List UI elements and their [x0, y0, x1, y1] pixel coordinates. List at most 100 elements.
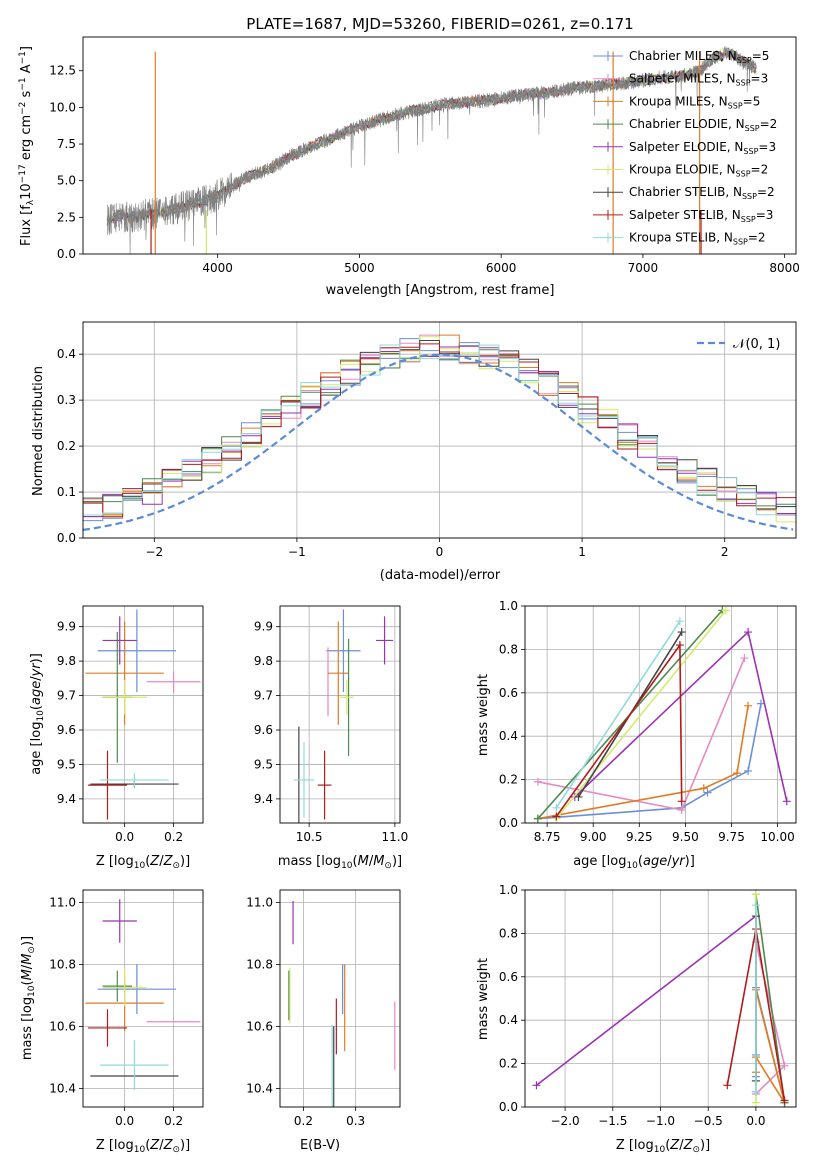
spectrum-legend-label-8: Kroupa STELIB, NSSP=2: [629, 231, 766, 247]
age_vs_Z-xtick-label-0: 0.0: [115, 830, 134, 844]
age_vs_mass-ytick-label-3: 9.7: [254, 689, 273, 703]
weight_vs_Z-xtick-label-2: −1.0: [646, 1114, 675, 1128]
weight_vs_age-series-7-marker-2: [677, 797, 686, 806]
spectrum-legend-label-6: Chabrier STELIB, NSSP=2: [629, 185, 775, 201]
weight_vs_Z-ytick-label-0: 0.0: [499, 1100, 518, 1114]
weight_vs_age-series-2-marker-1: [699, 784, 708, 793]
weight_vs_age-series-5-marker-1: [721, 606, 730, 615]
residuals-y-axis-label: Normed distribution: [31, 366, 46, 496]
age_vs_Z-ytick-label-0: 9.4: [57, 792, 76, 806]
age_vs_Z-ticks: 0.0 0.2 9.4 9.5 9.6 9.7 9.8 9.9: [57, 620, 183, 844]
age_vs_mass-ytick-label-4: 9.8: [254, 654, 273, 668]
mass_vs_Z-frame: [82, 889, 204, 1108]
mass_vs_Z-xtick-label-1: 0.2: [164, 1114, 183, 1128]
spectrum-frame: [82, 36, 797, 255]
age_vs_mass-frame: [279, 605, 401, 824]
weight_vs_age-ticks: 8.75 9.00 9.25 9.50 9.75 10.00 0.0 0.2 0.4 0.6 0.8…: [499, 599, 795, 844]
spectrum-y-axis-label: Flux [fλ10−17 erg cm−2 s−1 A−1]: [18, 46, 36, 246]
weight_vs_Z-marks: [532, 890, 789, 1107]
spectrum-x-axis-label: wavelength [Angstrom, rest frame]: [326, 283, 555, 298]
spectrum-ytick-label-4: 10.0: [49, 100, 76, 114]
weight_vs_age-series-7-marker-0: [552, 812, 561, 821]
mass_vs_EBV-ytick-label-2: 10.8: [246, 957, 273, 971]
weight_vs_age-ytick-label-0: 0.0: [499, 816, 518, 830]
mass_vs_Z-marks: [85, 899, 201, 1090]
weight_vs_age-series-1-marker-1: [677, 805, 686, 814]
weight_vs_Z-series-1-marker-1: [780, 1061, 789, 1070]
spectrum-observed-line: [106, 46, 757, 254]
mass-vs-Z-x-axis-label: Z [log10(Z/Z⊙)]: [96, 1138, 190, 1155]
residuals-xtick-label-1: −1: [288, 545, 306, 559]
spectrum-ytick-label-5: 12.5: [49, 64, 76, 78]
age_vs_mass-ytick-label-0: 9.4: [254, 792, 273, 806]
spectrum-panel: PLATE=1687, MJD=53260, FIBERID=0261, z=0…: [18, 15, 800, 298]
spectrum-legend-label-1: Salpeter MILES, NSSP=3: [629, 72, 768, 88]
mass_vs_EBV-ticks: 0.2 0.3 10.4 10.6 10.8 11.0: [246, 895, 365, 1128]
residuals-ytick-label-0: 0.0: [57, 531, 76, 545]
weight_vs_age-series-5: [555, 609, 727, 820]
weight_vs_age-xtick-label-1: 9.00: [580, 830, 607, 844]
weight-vs-age-plot-area: 8.75 9.00 9.25 9.50 9.75 10.00 0.0 0.2 0.4 0.6 0.8…: [499, 599, 797, 844]
weight-vs-Z-plot-area: −2.0 −1.5 −1.0 −0.5 0.0 0.0 0.2 0.4 0.6 0.8 1.0: [499, 883, 797, 1128]
spectrum-xtick-label-0: 4000: [202, 261, 233, 275]
age_vs_mass-ticks: 10.5 11.0 9.4 9.5 9.6 9.7 9.8 9.9: [254, 620, 408, 844]
age_vs_mass-ytick-label-1: 9.5: [254, 757, 273, 771]
age-vs-mass-panel: 10.5 11.0 9.4 9.5 9.6 9.7 9.8 9.9 mass [log10(M…: [254, 605, 408, 871]
mass_vs_EBV-ytick-label-1: 10.6: [246, 1019, 273, 1033]
mass-vs-Z-panel: 0.0 0.2 10.4 10.6 10.8 11.0 Z [log10(Z/Z⊙)] m…: [20, 889, 204, 1155]
weight_vs_Z-ytick-label-4: 0.8: [499, 926, 518, 940]
age_vs_mass-marks: [293, 609, 394, 823]
weight_vs_Z-ticks: −2.0 −1.5 −1.0 −0.5 0.0 0.0 0.2 0.4 0.6 0.8 1.0: [499, 883, 766, 1128]
age_vs_Z-ytick-label-5: 9.9: [57, 620, 76, 634]
spectrum-xtick-label-2: 6000: [486, 261, 517, 275]
spectrum-legend-label-3: Chabrier ELODIE, NSSP=2: [629, 117, 777, 133]
mass-vs-EBV-plot-area: 0.2 0.3 10.4 10.6 10.8 11.0: [246, 889, 401, 1128]
weight_vs_age-series-4-marker-1: [744, 628, 753, 637]
mass_vs_Z-ytick-label-1: 10.6: [49, 1019, 76, 1033]
spectrum-legend-label-0: Chabrier MILES, NSSP=5: [629, 49, 769, 65]
weight-vs-Z-x-axis-label: Z [log10(Z/Z⊙)]: [616, 1138, 710, 1155]
weight_vs_age-ytick-label-4: 0.8: [499, 642, 518, 656]
residuals-ytick-label-4: 0.4: [57, 347, 76, 361]
weight_vs_age-ytick-label-3: 0.6: [499, 686, 518, 700]
weight_vs_Z-series-7-marker-2: [780, 1096, 789, 1105]
mass_vs_EBV-ytick-label-0: 10.4: [246, 1081, 273, 1095]
weight-vs-age-x-axis-label: age [log10(age/yr)]: [573, 854, 695, 871]
mass-vs-Z-plot-area: 0.0 0.2 10.4 10.6 10.8 11.0: [49, 889, 204, 1128]
residuals-marks: [83, 334, 796, 538]
weight_vs_age-ytick-label-2: 0.4: [499, 729, 518, 743]
age_vs_Z-ytick-label-4: 9.8: [57, 654, 76, 668]
mass-vs-EBV-x-axis-label: E(B-V): [300, 1138, 340, 1153]
weight_vs_Z-xtick-label-3: −0.5: [694, 1114, 723, 1128]
weight_vs_age-series-0-marker-2: [703, 788, 712, 797]
weight_vs_Z-xtick-label-0: −2.0: [551, 1114, 580, 1128]
residuals-legend: 𝒩(0, 1): [697, 337, 780, 352]
spectrum-ticks: 4000 5000 6000 7000 8000 0.0 2.5 5.0 7.5 10.0 12.5: [49, 64, 800, 275]
mass_vs_EBV-marks: [288, 900, 396, 1107]
spectrum-ytick-label-2: 5.0: [57, 174, 76, 188]
residuals-ytick-label-1: 0.1: [57, 485, 76, 499]
weight_vs_age-series-2-marker-3: [744, 701, 753, 710]
weight_vs_age-series-4-marker-2: [782, 797, 791, 806]
weight_vs_Z-series-4-marker-0: [532, 1081, 541, 1090]
weight_vs_age-series-0-marker-4: [756, 699, 765, 708]
mass-vs-EBV-panel: 0.2 0.3 10.4 10.6 10.8 11.0 E(B-V): [246, 889, 401, 1153]
weight_vs_Z-xtick-label-1: −1.5: [598, 1114, 627, 1128]
residuals-plot-area: −2 −1 0 1 2 0.0 0.1 0.2 0.3 0.4 𝒩(0, 1): [57, 321, 797, 559]
normal-distribution-curve: [83, 353, 794, 531]
spectrum-ytick-label-1: 2.5: [57, 210, 76, 224]
age_vs_Z-xtick-label-1: 0.2: [164, 830, 183, 844]
residuals-xtick-label-0: −2: [145, 545, 163, 559]
residuals-ticks: −2 −1 0 1 2 0.0 0.1 0.2 0.3 0.4: [57, 347, 729, 559]
weight_vs_age-series-2-marker-2: [733, 769, 742, 778]
weight-vs-age-y-axis-label: mass weight: [476, 674, 491, 756]
spectrum-legend-label-5: Kroupa ELODIE, NSSP=2: [629, 163, 768, 179]
weight_vs_age-series-8-marker-0: [552, 803, 561, 812]
weight_vs_Z-series-5-marker-1: [751, 1098, 760, 1107]
mass-vs-Z-y-axis-label: mass [log10(M/M⊙)]: [20, 936, 37, 1060]
weight-vs-age-panel: 8.75 9.00 9.25 9.50 9.75 10.00 0.0 0.2 0.4 0.6 0.8…: [476, 599, 797, 871]
age_vs_mass-ytick-label-5: 9.9: [254, 620, 273, 634]
spectrum-xtick-label-3: 7000: [628, 261, 659, 275]
spectrum-marks: [106, 46, 757, 254]
weight_vs_Z-series-8-marker-1: [751, 1087, 760, 1096]
